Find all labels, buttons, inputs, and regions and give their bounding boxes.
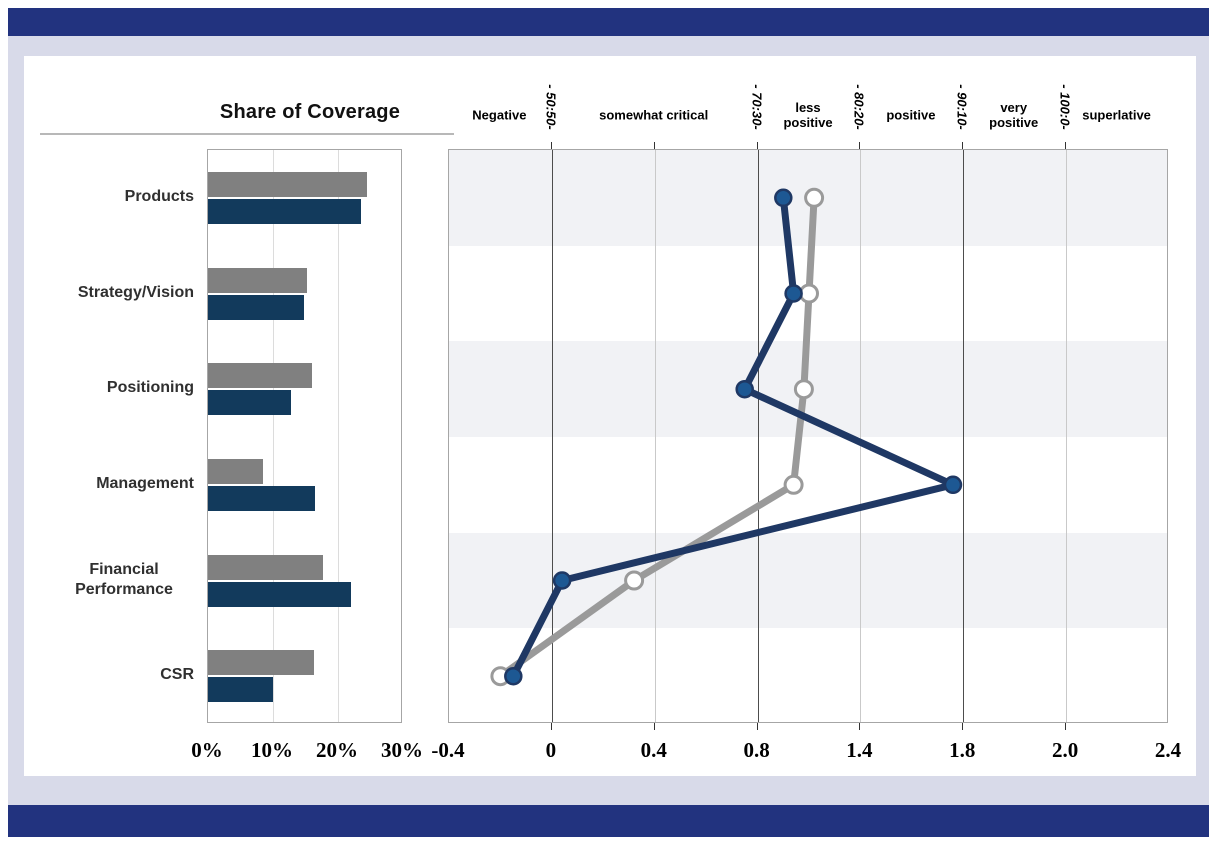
top-tick: [550, 142, 552, 149]
line-x-tick-3: 0.8: [743, 738, 770, 762]
bar-navy-financial-performance: [208, 581, 351, 607]
scale-ratio--70-30-: - 70:30-: [749, 84, 765, 130]
line-gridline: [860, 150, 862, 722]
scale-zone-superlative: superlative: [1082, 107, 1151, 123]
scale-ratio--90-10-: - 90:10-: [954, 84, 970, 130]
series-line-navy: [509, 194, 957, 680]
bar-x-tick-0: 0%: [191, 738, 223, 762]
bar-x-tick-1: 10%: [251, 738, 293, 762]
line-chart-plot: [448, 149, 1168, 723]
bar-gray-products: [208, 171, 368, 197]
bottom-tick: [756, 723, 758, 730]
category-label-positioning: Positioning: [106, 379, 194, 397]
bottom-tick: [1065, 723, 1067, 730]
category-label-management: Management: [96, 474, 194, 492]
bar-navy-csr: [208, 677, 273, 703]
scale-zone-somewhat-critical: somewhat critical: [599, 107, 709, 123]
bar-gray-csr: [208, 650, 314, 676]
line-x-tick-6: 2.0: [1051, 738, 1079, 762]
marker-gray-financial-performance: [624, 570, 645, 591]
bar-chart-plot: [207, 149, 402, 723]
top-tick: [756, 142, 758, 149]
line-gridline: [757, 150, 759, 722]
scale-zone-negative: Negative: [472, 107, 527, 123]
bar-navy-positioning: [208, 390, 292, 416]
line-x-tick-0: -0.4: [431, 738, 465, 762]
content-panel: Share of Coverage Products Strategy/Visio…: [8, 36, 1209, 805]
marker-navy-financial-performance: [552, 571, 572, 590]
line-series-layer: [490, 187, 963, 687]
top-tick: [1065, 142, 1067, 149]
top-tick: [962, 142, 964, 149]
scale-zone-very-positive: very positive: [989, 100, 1039, 130]
line-gridline: [963, 150, 965, 722]
scale-ratio--80-20-: - 80:20-: [851, 84, 867, 130]
bar-x-tick-2: 20%: [316, 738, 358, 762]
top-accent-bar: [8, 8, 1209, 36]
bar-x-tick-3: 30%: [381, 738, 423, 762]
bar-navy-strategy-vision: [208, 294, 305, 320]
bar-navy-products: [208, 198, 361, 224]
bar-gridline: [338, 150, 339, 722]
marker-navy-management: [943, 475, 963, 495]
bar-gridline: [273, 150, 274, 722]
bottom-tick: [653, 723, 655, 730]
category-label-csr: CSR: [160, 666, 194, 684]
marker-navy-positioning: [735, 379, 754, 399]
line-gridline: [1066, 150, 1068, 722]
marker-gray-strategy-vision: [799, 283, 819, 304]
top-tick: [859, 142, 861, 149]
bar-gray-strategy-vision: [208, 267, 307, 293]
chart-card: Share of Coverage Products Strategy/Visio…: [24, 56, 1196, 776]
category-label-products: Products: [124, 187, 194, 205]
bottom-tick: [962, 723, 964, 730]
line-x-tick-1: 0: [545, 738, 557, 762]
marker-gray-management: [783, 474, 804, 495]
bar-gray-management: [208, 458, 264, 484]
marker-navy-csr: [504, 666, 523, 686]
bar-gray-positioning: [208, 363, 312, 389]
scale-ratio--100-0-: - 100:0-: [1057, 84, 1073, 130]
bar-navy-management: [208, 485, 316, 511]
bar-gray-financial-performance: [208, 554, 324, 580]
line-x-tick-5: 1.8: [949, 738, 976, 762]
category-label-financial-performance: Financial Performance: [75, 560, 173, 598]
title-underline: [40, 133, 454, 135]
category-label-strategy-vision: Strategy/Vision: [77, 283, 194, 301]
marker-gray-positioning: [793, 379, 814, 400]
scale-zone-less-positive: less positive: [783, 100, 833, 130]
scale-zone-positive: positive: [886, 107, 936, 123]
bottom-tick: [859, 723, 861, 730]
scale-ratio--50-50-: - 50:50-: [543, 84, 559, 130]
top-tick: [653, 142, 655, 149]
marker-gray-products: [804, 187, 825, 208]
series-line-gray: [496, 194, 818, 680]
line-x-tick-4: 1.4: [846, 738, 873, 762]
bar-chart-title: Share of Coverage: [219, 101, 401, 123]
marker-navy-products: [774, 188, 793, 208]
marker-navy-strategy-vision: [784, 284, 803, 303]
bottom-tick: [550, 723, 552, 730]
line-gridline: [551, 150, 553, 722]
line-x-tick-2: 0.4: [640, 738, 667, 762]
line-x-tick-7: 2.4: [1154, 738, 1182, 762]
bottom-accent-bar: [8, 805, 1209, 837]
line-gridline: [654, 150, 656, 722]
